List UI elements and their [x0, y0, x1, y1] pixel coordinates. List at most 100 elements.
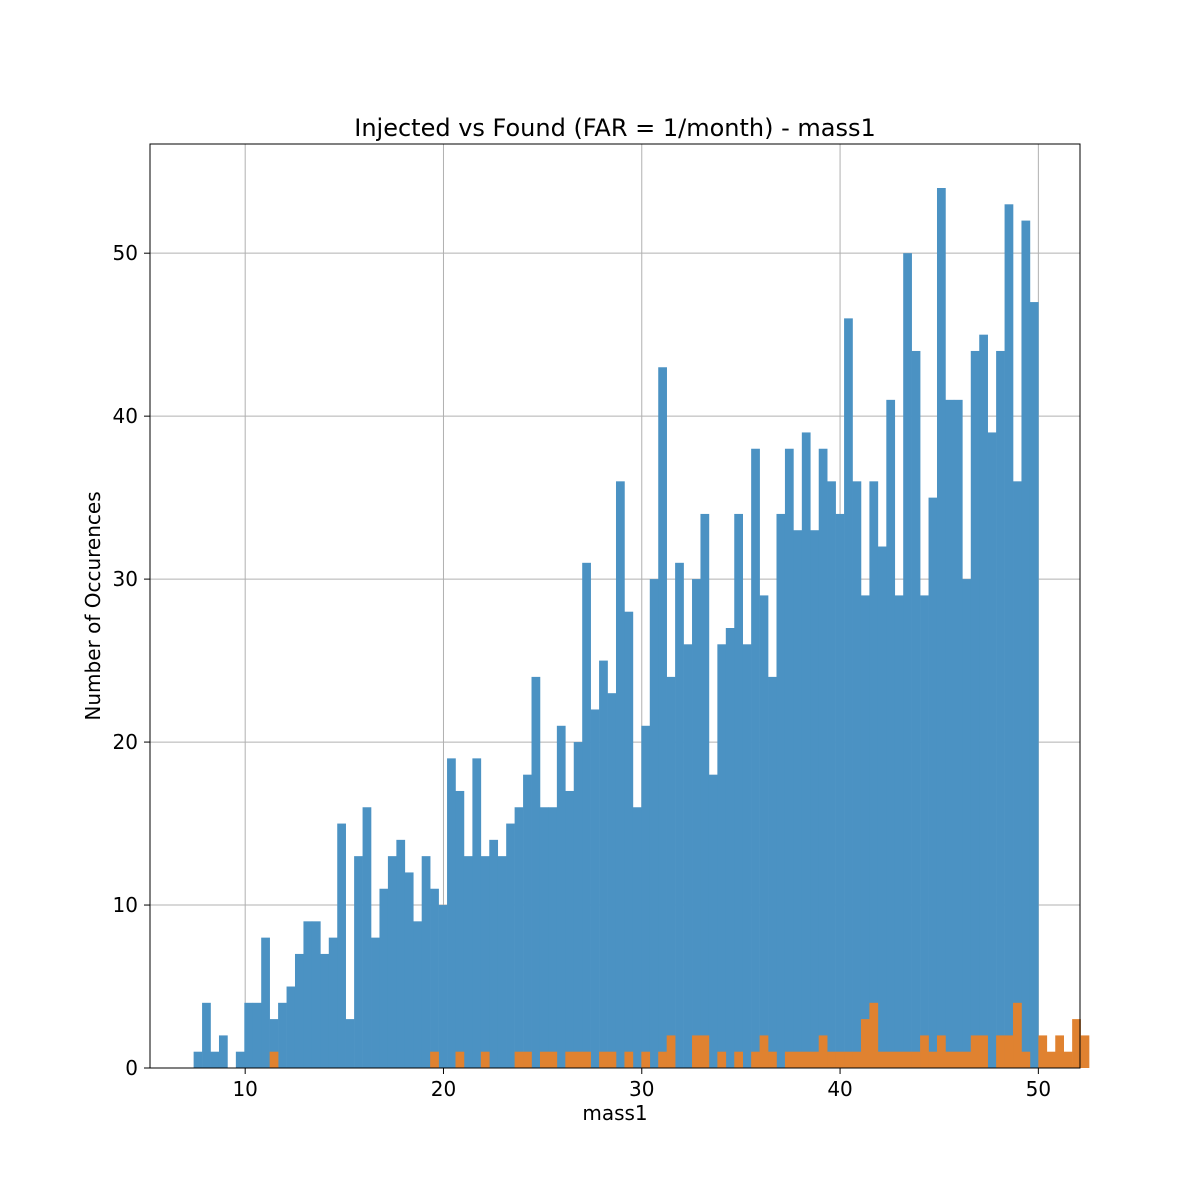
- injected-bar: [506, 823, 515, 1068]
- injected-bar: [337, 823, 346, 1068]
- found-bar: [269, 1051, 279, 1068]
- x-tick-label: 30: [629, 1077, 654, 1101]
- y-tick-label: 20: [113, 730, 138, 754]
- injected-bar: [717, 644, 727, 1068]
- found-bar: [936, 1035, 946, 1068]
- found-bar: [911, 1051, 921, 1068]
- injected-bar: [810, 530, 820, 1068]
- injected-bar: [539, 807, 549, 1068]
- y-tick-label: 10: [113, 893, 138, 917]
- injected-bar: [523, 774, 532, 1068]
- injected-bar: [903, 253, 912, 1068]
- injected-bar: [962, 579, 972, 1068]
- found-bar: [920, 1035, 929, 1068]
- found-bar: [751, 1051, 760, 1068]
- injected-bar: [261, 937, 270, 1068]
- injected-bar: [463, 856, 473, 1068]
- injected-bar: [387, 856, 397, 1068]
- found-bar: [624, 1051, 634, 1068]
- injected-bar: [666, 676, 676, 1068]
- y-axis-label: Number of Occurences: [81, 491, 105, 720]
- found-bar: [717, 1051, 727, 1068]
- injected-bar: [768, 676, 777, 1068]
- injected-bar: [590, 709, 600, 1068]
- injected-bar: [683, 644, 693, 1068]
- found-bar: [514, 1051, 524, 1068]
- injected-bar: [624, 611, 634, 1068]
- found-bar: [818, 1035, 828, 1068]
- found-bar: [1038, 1035, 1048, 1068]
- found-bar: [582, 1051, 591, 1068]
- injected-bar: [1004, 204, 1014, 1069]
- y-tick-label: 40: [113, 404, 138, 428]
- injected-bar: [615, 481, 625, 1069]
- injected-bar: [725, 628, 735, 1068]
- found-bar: [759, 1035, 769, 1068]
- injected-bar: [379, 888, 389, 1068]
- found-bar: [480, 1051, 490, 1068]
- injected-bar: [480, 856, 490, 1068]
- found-bar: [539, 1051, 549, 1068]
- grid-lines: [150, 144, 1080, 1069]
- injected-bar: [311, 921, 321, 1068]
- x-tick-label: 50: [1026, 1077, 1051, 1101]
- injected-bar: [489, 839, 499, 1068]
- found-bar: [1080, 1035, 1090, 1068]
- y-tick-label: 0: [125, 1056, 138, 1080]
- series-injected-bars: [193, 188, 1039, 1069]
- found-bar: [970, 1035, 980, 1068]
- injected-bar: [193, 1051, 203, 1068]
- injected-bar: [742, 644, 752, 1068]
- injected-bar: [438, 905, 448, 1068]
- found-bar: [793, 1051, 803, 1068]
- injected-bar: [793, 530, 803, 1068]
- x-tick-label: 40: [827, 1077, 852, 1101]
- injected-bar: [202, 1002, 211, 1068]
- injected-bar: [860, 595, 870, 1068]
- injected-bar: [1021, 220, 1031, 1069]
- injected-bar: [827, 481, 836, 1069]
- found-bar: [565, 1051, 575, 1068]
- injected-bar: [345, 1019, 355, 1068]
- injected-bar: [869, 481, 879, 1069]
- injected-bar: [1029, 302, 1039, 1068]
- injected-bar: [945, 399, 955, 1069]
- injected-bar: [447, 758, 456, 1068]
- injected-bar: [692, 579, 701, 1068]
- injected-bar: [455, 790, 465, 1068]
- found-bar: [658, 1051, 667, 1068]
- injected-bar: [894, 595, 904, 1068]
- found-bar: [810, 1051, 820, 1068]
- injected-bar: [548, 807, 558, 1068]
- injected-bar: [928, 497, 938, 1068]
- chart-title: Injected vs Found (FAR = 1/month) - mass…: [354, 114, 876, 142]
- injected-bar: [649, 579, 659, 1068]
- found-bar: [979, 1035, 988, 1068]
- x-tick-label: 10: [232, 1077, 257, 1101]
- injected-bar: [801, 432, 811, 1068]
- injected-bar: [776, 513, 786, 1068]
- injected-bar: [269, 1019, 279, 1068]
- injected-bar: [413, 921, 423, 1068]
- injected-bar: [877, 546, 887, 1068]
- injected-bar: [734, 513, 743, 1068]
- injected-bar: [244, 1002, 254, 1068]
- found-bar: [996, 1035, 1005, 1068]
- found-bar: [894, 1051, 904, 1068]
- found-bar: [1063, 1051, 1073, 1068]
- found-bar: [784, 1051, 794, 1068]
- injected-bar: [514, 807, 524, 1068]
- injected-bar: [970, 350, 980, 1069]
- injected-bar: [979, 334, 988, 1068]
- found-bar: [869, 1002, 879, 1068]
- injected-bar: [556, 725, 566, 1068]
- injected-bar: [472, 758, 482, 1068]
- injected-bar: [632, 807, 642, 1068]
- found-bar: [852, 1051, 862, 1068]
- injected-bar: [362, 807, 372, 1068]
- found-bar: [599, 1051, 608, 1068]
- found-bar: [768, 1051, 777, 1068]
- injected-bar: [421, 856, 431, 1068]
- injected-bar: [818, 448, 828, 1068]
- injected-bar: [675, 562, 684, 1068]
